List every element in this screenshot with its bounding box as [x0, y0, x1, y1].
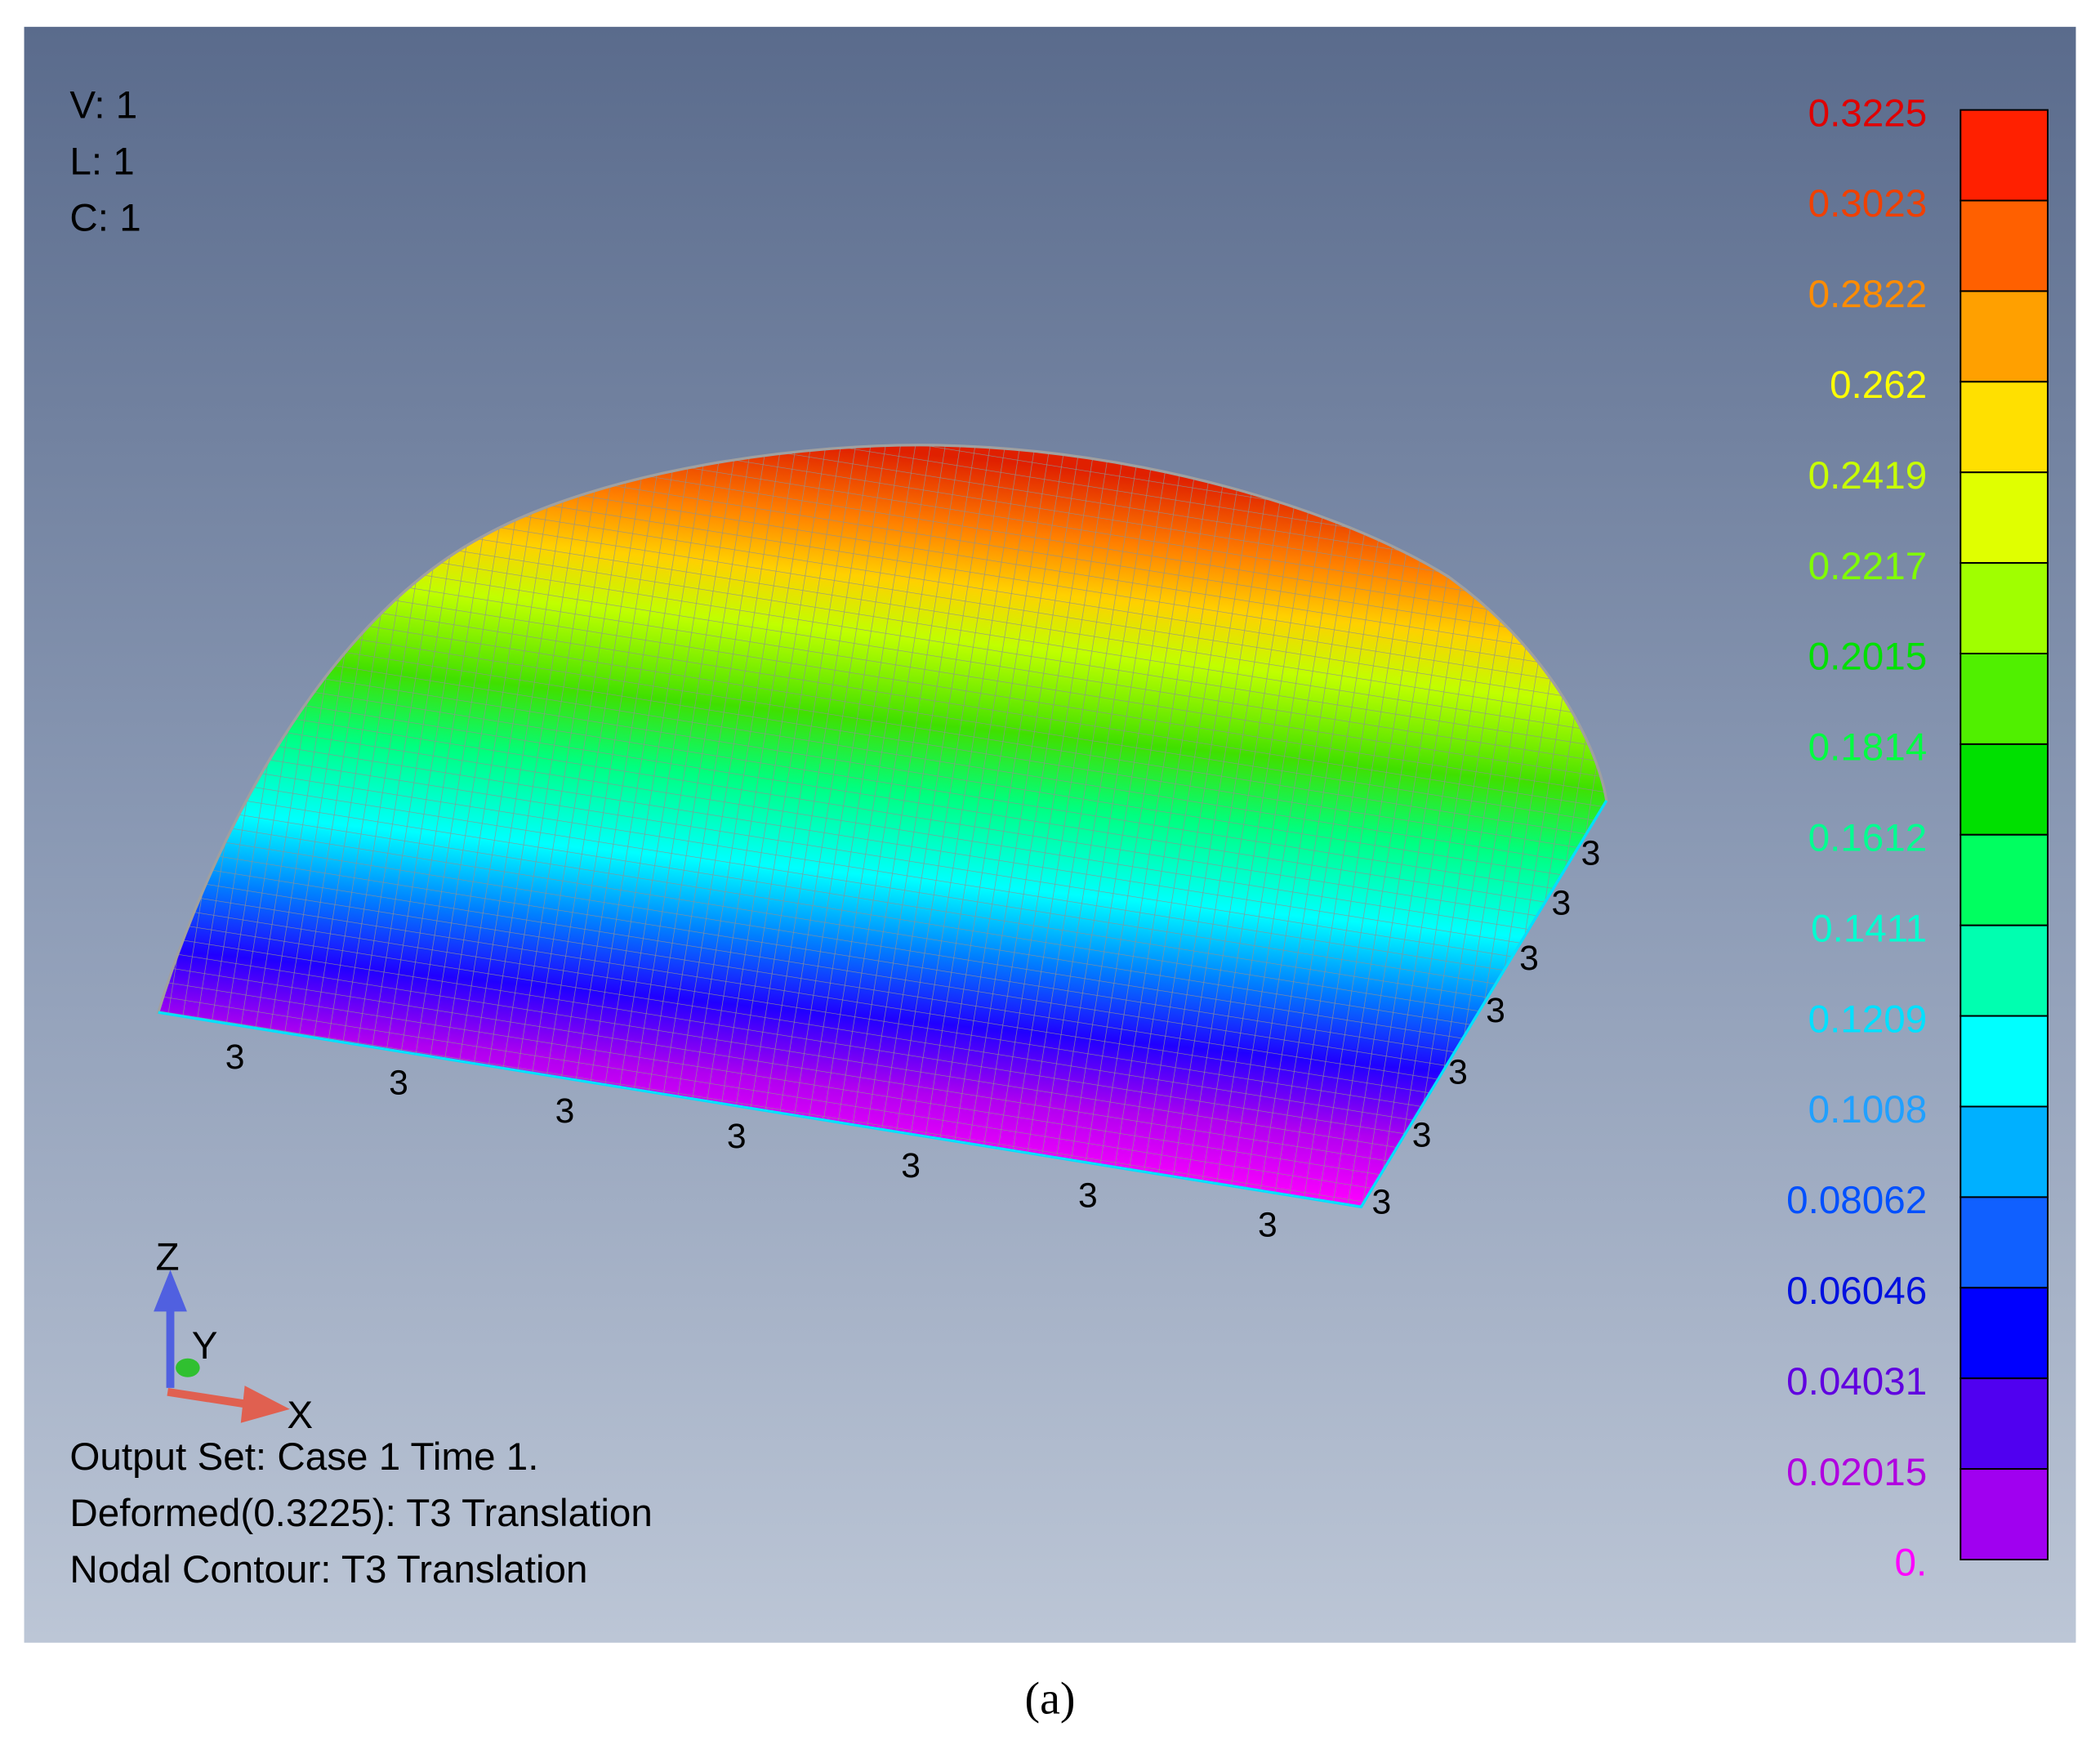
constraint-label: 3 — [1258, 1205, 1277, 1244]
legend-band — [1960, 833, 2049, 926]
legend-label: 0.1612 — [1808, 816, 1928, 859]
triad — [154, 1270, 290, 1423]
constraint-label: 3 — [727, 1117, 747, 1156]
legend-band — [1960, 562, 2049, 654]
output-info: Deformed(0.3225): T3 Translation — [69, 1492, 652, 1535]
output-info: Output Set: Case 1 Time 1. — [69, 1435, 538, 1479]
z-arrow — [154, 1270, 187, 1388]
legend-band — [1960, 1377, 2049, 1471]
view-info: C: 1 — [69, 196, 140, 239]
constraint-label: 3 — [901, 1146, 921, 1185]
view-info: L: 1 — [69, 140, 134, 183]
constraint-label: 3 — [389, 1063, 408, 1102]
caption: (a) — [1025, 1674, 1076, 1725]
legend-label: 0.3225 — [1808, 91, 1928, 135]
legend-label: 0.1008 — [1808, 1088, 1928, 1131]
x-arrow — [167, 1386, 290, 1423]
legend-label: 0.1209 — [1808, 998, 1928, 1041]
legend-band — [1960, 1105, 2049, 1198]
legend-band — [1960, 1196, 2049, 1289]
output-info: Nodal Contour: T3 Translation — [69, 1548, 587, 1591]
y-arrow — [176, 1358, 200, 1377]
view-info: V: 1 — [69, 83, 137, 127]
constraint-label: 3 — [555, 1091, 575, 1131]
legend-label: 0.262 — [1830, 364, 1927, 407]
legend-label: 0. — [1895, 1542, 1928, 1585]
legend-label: 0.06046 — [1786, 1270, 1927, 1313]
constraint-label: 3 — [1412, 1115, 1432, 1154]
legend-band — [1960, 290, 2049, 383]
legend-label: 0.2217 — [1808, 545, 1928, 588]
legend-band — [1960, 381, 2049, 474]
legend-band — [1960, 199, 2049, 292]
constraint-label: 3 — [1552, 883, 1572, 922]
constraint-label: 3 — [1448, 1052, 1468, 1091]
legend-band — [1960, 1287, 2049, 1380]
legend-band — [1960, 743, 2049, 836]
constraint-label: 3 — [1519, 939, 1539, 978]
boundary-edge — [158, 800, 1608, 1209]
legend-label: 0.08062 — [1786, 1179, 1927, 1222]
legend-label: 0.04031 — [1786, 1360, 1927, 1404]
legend-band — [1960, 653, 2049, 745]
legend-label: 0.2015 — [1808, 636, 1928, 679]
legend-band — [1960, 924, 2049, 1017]
triad-x: X — [287, 1394, 313, 1437]
legend-band — [1960, 1468, 2049, 1560]
constraint-label: 3 — [1078, 1176, 1098, 1215]
triad-y: Y — [192, 1324, 218, 1368]
constraint-label: 3 — [1581, 834, 1601, 873]
triad-z: Z — [155, 1235, 179, 1279]
legend-band — [1960, 1015, 2049, 1108]
constraint-label: 3 — [225, 1038, 245, 1077]
legend-label: 0.2822 — [1808, 273, 1928, 316]
color-legend — [1960, 109, 2049, 1560]
constraint-label: 3 — [1372, 1183, 1392, 1222]
legend-label: 0.1814 — [1808, 726, 1928, 770]
legend-label: 0.2419 — [1808, 454, 1928, 498]
constraint-label: 3 — [1486, 991, 1505, 1030]
legend-label: 0.1411 — [1811, 907, 1927, 950]
legend-label: 0.3023 — [1808, 182, 1928, 225]
legend-band — [1960, 471, 2049, 565]
legend-label: 0.02015 — [1786, 1451, 1927, 1494]
legend-band — [1960, 109, 2049, 202]
mesh — [156, 444, 1608, 1209]
